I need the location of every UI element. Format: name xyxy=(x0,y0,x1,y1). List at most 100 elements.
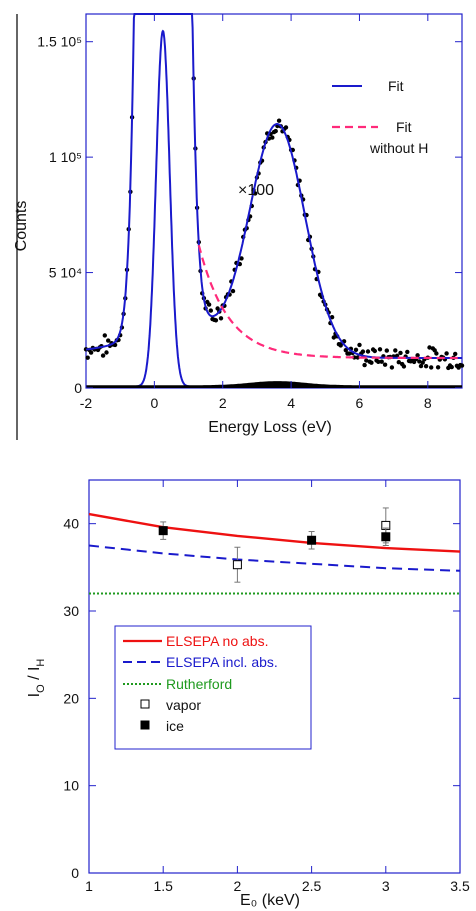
x-tick-label: 1.5 xyxy=(153,878,173,894)
bottom-x-axis-label: E₀ (keV) xyxy=(240,892,300,909)
bottom-plot-frame xyxy=(88,479,461,874)
y-tick-label: 40 xyxy=(63,516,79,532)
y-tick-label: 20 xyxy=(63,690,79,706)
y-tick-label: 0 xyxy=(71,865,79,881)
series-line-1 xyxy=(88,544,461,572)
data-point xyxy=(376,359,381,364)
top-x-axis-label: Energy Loss (eV) xyxy=(208,419,332,436)
top-y-axis-label: Counts xyxy=(13,201,30,252)
data-point xyxy=(353,347,359,352)
data-point xyxy=(239,256,244,261)
data-point xyxy=(273,128,278,134)
bottom-y-ticks: 0 10 20 30 40 xyxy=(63,516,460,881)
data-point xyxy=(276,118,282,123)
data-point xyxy=(382,362,388,367)
bottom-series-lines xyxy=(88,512,461,595)
ylabel-sub1: O xyxy=(35,684,47,693)
data-point xyxy=(365,349,371,354)
top-y-ticks: 0 5 10⁴ 1 10⁵ 1.5 10⁵ xyxy=(37,34,462,396)
data-point xyxy=(347,351,352,356)
x-tick-label: -2 xyxy=(80,395,93,411)
data-point xyxy=(434,351,439,356)
data-point xyxy=(357,342,362,348)
data-point xyxy=(230,288,236,294)
ice-point xyxy=(158,526,168,536)
data-point xyxy=(270,135,275,140)
data-point xyxy=(384,348,389,353)
data-point xyxy=(102,333,108,338)
bottom-legend: ELSEPA no abs. ELSEPA incl. abs. Rutherf… xyxy=(114,625,312,750)
data-point xyxy=(393,348,398,353)
data-point xyxy=(379,359,384,364)
legend-ice-marker xyxy=(140,720,150,730)
ylabel-sep: / xyxy=(26,671,43,684)
data-point xyxy=(88,350,94,355)
data-point xyxy=(429,365,434,370)
data-point xyxy=(415,353,420,358)
data-point xyxy=(405,349,410,355)
data-point xyxy=(417,359,422,364)
data-point xyxy=(435,365,441,370)
legend-vapor-label: vapor xyxy=(166,697,201,713)
elastic-peak-line xyxy=(127,29,202,388)
data-point xyxy=(427,345,432,350)
data-point xyxy=(423,364,429,369)
fit-without-h-line xyxy=(197,244,462,360)
legend-incl-abs-label: ELSEPA incl. abs. xyxy=(166,654,278,670)
data-point xyxy=(449,364,454,370)
x-tick-label: 0 xyxy=(150,395,158,411)
ylabel-sub2: H xyxy=(35,659,47,667)
bottom-data-points xyxy=(158,507,391,583)
x-tick-label: 2.5 xyxy=(302,878,322,894)
y-tick-label: 1 10⁵ xyxy=(49,149,82,165)
data-point xyxy=(362,362,367,368)
top-x-ticks: -2 0 2 4 6 8 xyxy=(80,14,432,411)
data-point xyxy=(372,348,377,354)
data-point xyxy=(444,351,449,356)
y-tick-label: 0 xyxy=(74,380,82,396)
data-point xyxy=(100,353,106,358)
y-tick-label: 1.5 10⁵ xyxy=(37,34,82,50)
x-tick-label: 3.5 xyxy=(450,878,470,894)
legend-nofit-label-2: without H xyxy=(369,140,428,156)
x-tick-label: 2 xyxy=(234,878,242,894)
data-point xyxy=(206,302,212,307)
legend-nofit-label: Fit xyxy=(396,119,412,135)
data-point xyxy=(389,365,395,370)
y-tick-label: 10 xyxy=(63,778,79,794)
data-point xyxy=(420,360,425,365)
data-point xyxy=(106,338,111,343)
ice-point xyxy=(381,532,391,542)
legend-fit-label: Fit xyxy=(388,78,404,94)
bottom-x-ticks: 1 1.5 2 2.5 3 3.5 xyxy=(85,480,470,894)
ice-point xyxy=(307,535,317,545)
y-tick-label: 5 10⁴ xyxy=(49,265,82,281)
data-point xyxy=(369,360,374,365)
series-line-0 xyxy=(88,512,461,553)
data-point xyxy=(360,349,366,354)
data-point xyxy=(459,363,465,368)
legend-vapor-marker xyxy=(140,699,150,709)
data-point xyxy=(343,348,348,353)
data-point xyxy=(218,316,224,321)
top-legend: Fit Fit without H xyxy=(332,78,428,156)
x-tick-label: 8 xyxy=(424,395,432,411)
y-tick-label: 30 xyxy=(63,603,79,619)
data-point xyxy=(364,358,369,363)
x-tick-label: 3 xyxy=(382,878,390,894)
x-tick-label: 6 xyxy=(356,395,364,411)
data-point xyxy=(331,335,336,340)
data-point xyxy=(418,363,424,369)
data-point xyxy=(283,125,289,130)
vapor-point xyxy=(232,560,242,570)
scale-annotation: ×100 xyxy=(238,182,274,199)
data-point xyxy=(396,360,401,365)
bottom-y-axis-label: IO / IH xyxy=(26,659,47,698)
x-tick-label: 1 xyxy=(85,878,93,894)
x-tick-label: 2 xyxy=(219,395,227,411)
ylabel-part1: I xyxy=(26,693,43,697)
baseline-fill xyxy=(86,381,462,388)
